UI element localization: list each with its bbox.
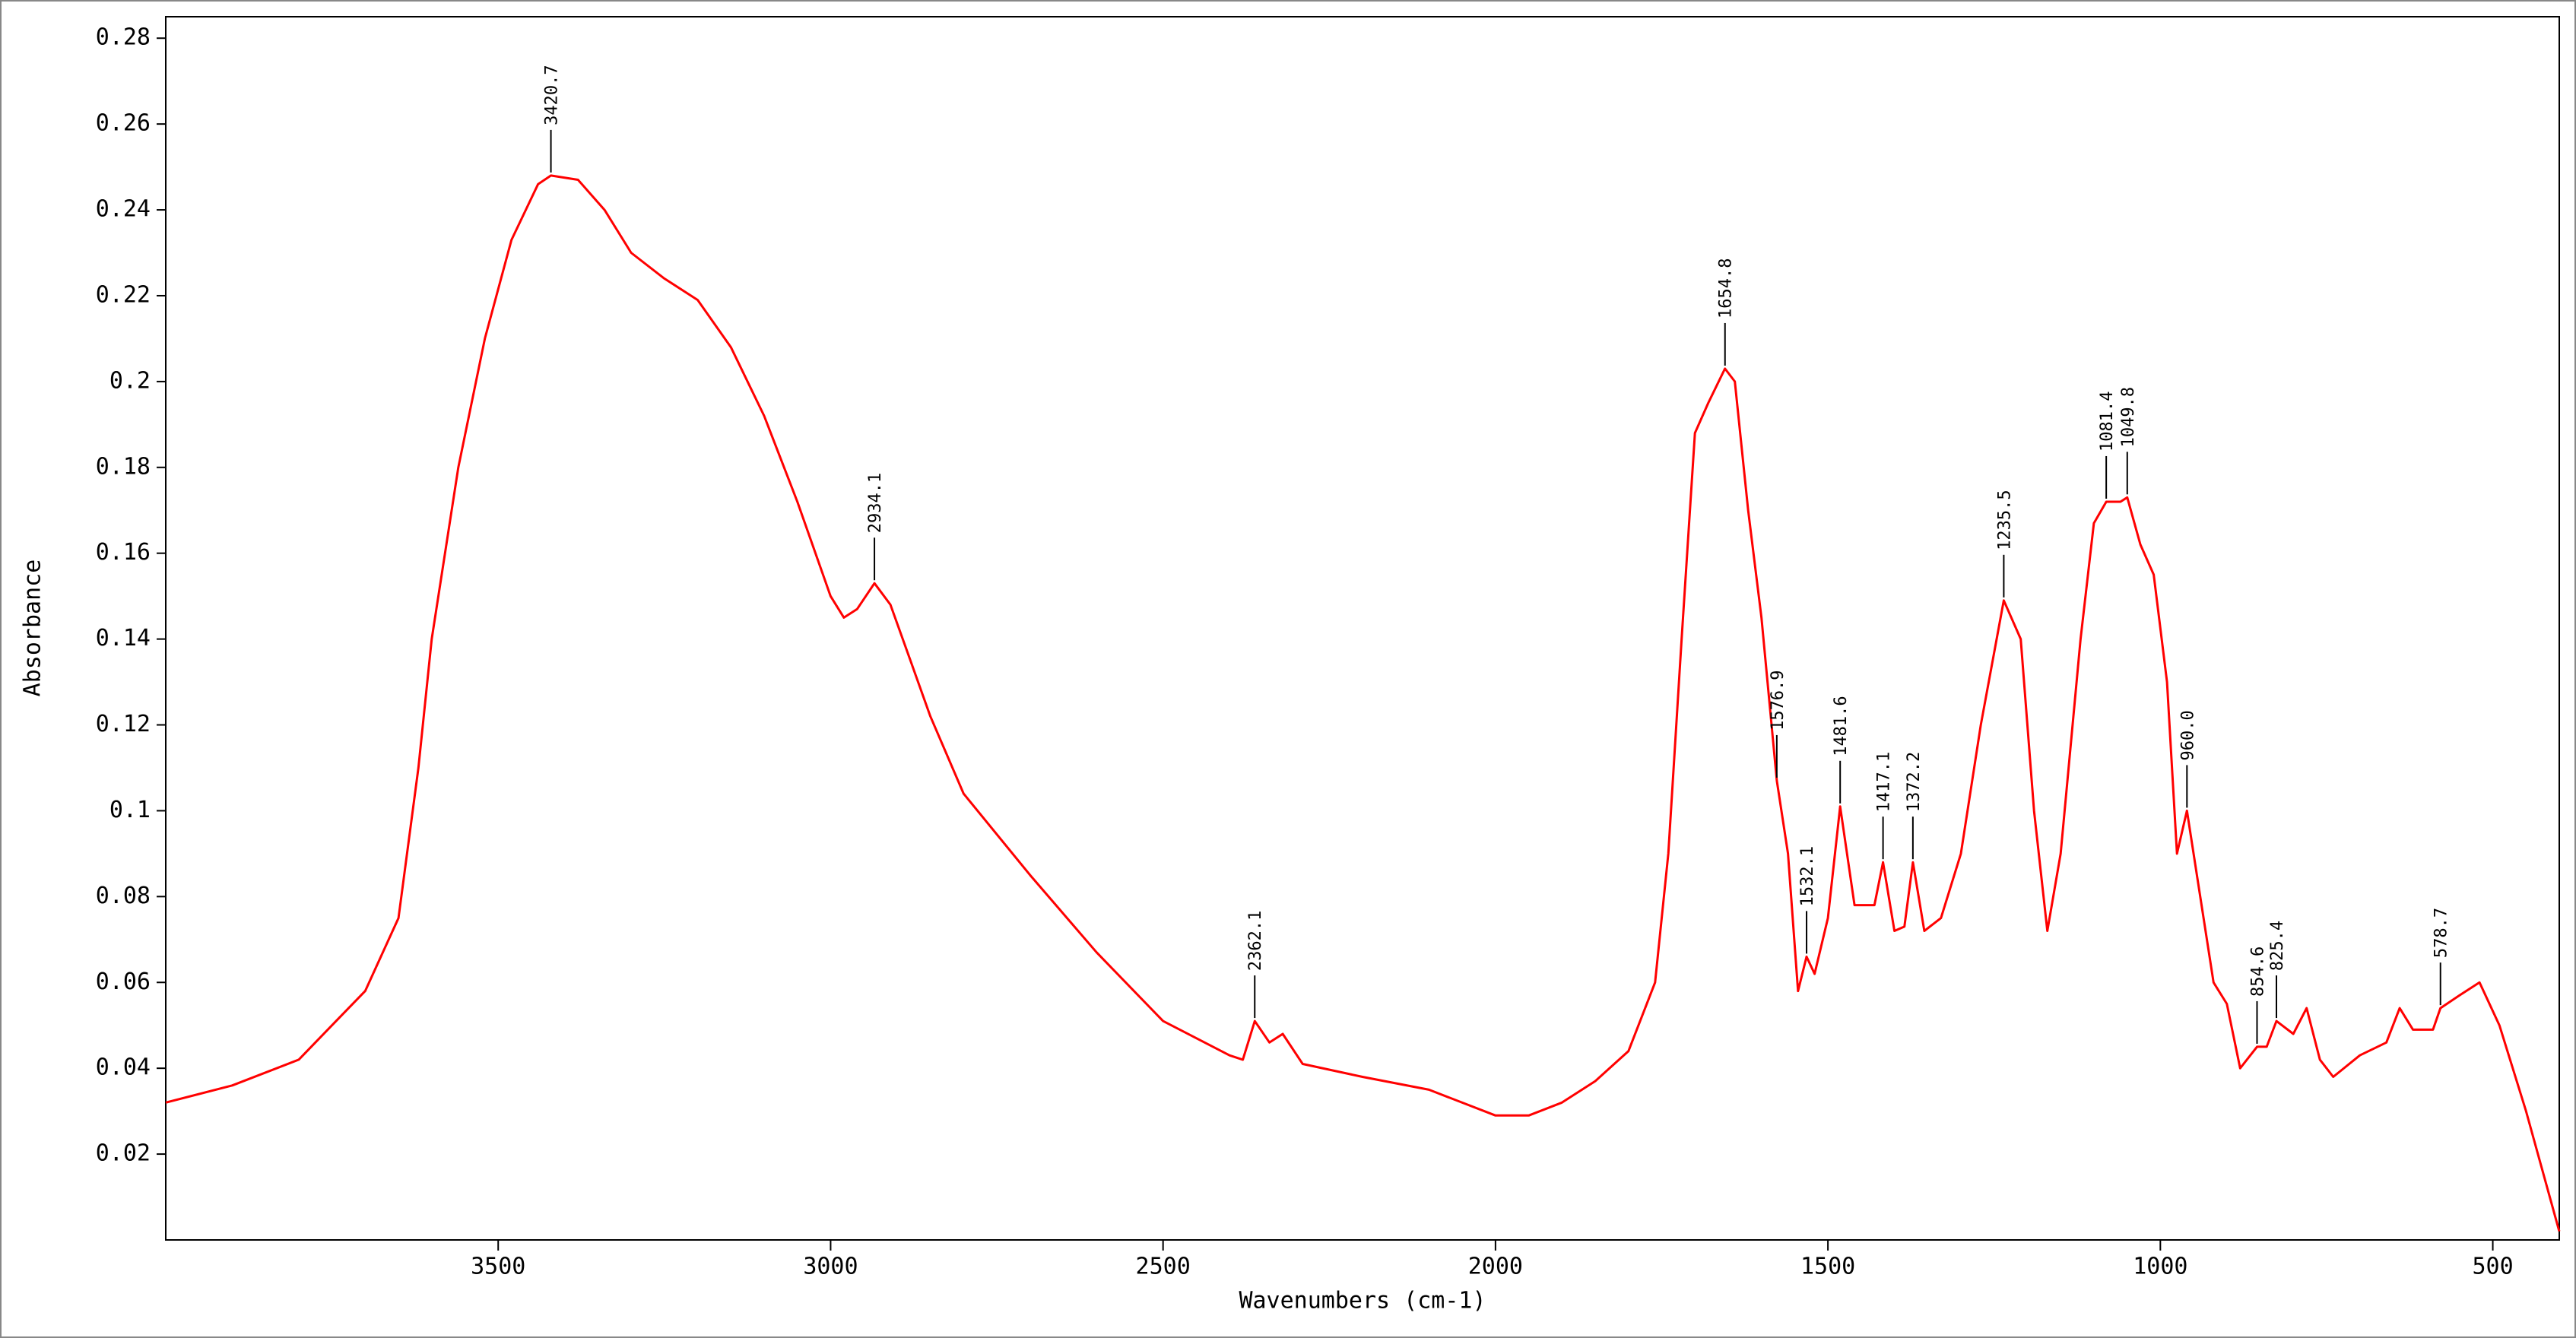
y-tick-label: 0.28 xyxy=(96,24,151,51)
y-tick-label: 0.14 xyxy=(96,625,151,652)
y-tick-label: 0.1 xyxy=(109,797,151,823)
y-tick-label: 0.16 xyxy=(96,539,151,566)
y-tick-label: 0.24 xyxy=(96,196,151,223)
peak-label: 1532.1 xyxy=(1798,846,1817,906)
peak-label: 1235.5 xyxy=(1995,490,2014,550)
y-tick-label: 0.12 xyxy=(96,711,151,737)
y-axis-title: Absorbance xyxy=(20,560,46,697)
x-tick-label: 2500 xyxy=(1136,1254,1191,1280)
peak-label: 1576.9 xyxy=(1769,670,1788,730)
x-tick-label: 3500 xyxy=(471,1254,525,1280)
y-tick-label: 0.04 xyxy=(96,1054,151,1081)
spectrum-line xyxy=(165,174,2561,1232)
peak-label: 1372.2 xyxy=(1905,752,1924,812)
x-tick-label: 2000 xyxy=(1468,1254,1523,1280)
peak-label: 825.4 xyxy=(2268,921,2287,971)
y-tick-label: 0.22 xyxy=(96,281,151,308)
y-tick-label: 0.18 xyxy=(96,453,151,480)
x-tick-label: 1000 xyxy=(2133,1254,2187,1280)
y-tick-label: 0.02 xyxy=(96,1140,151,1167)
peak-label: 854.6 xyxy=(2248,946,2267,997)
peak-label: 2362.1 xyxy=(1246,911,1265,971)
x-axis-title: Wavenumbers (cm-1) xyxy=(1239,1288,1486,1314)
peak-label: 3420.7 xyxy=(543,65,562,125)
x-tick-label: 3000 xyxy=(803,1254,858,1280)
peak-label: 578.7 xyxy=(2432,908,2451,958)
peak-label: 1481.6 xyxy=(1832,696,1851,756)
peak-label: 1417.1 xyxy=(1875,752,1894,812)
y-tick-label: 0.08 xyxy=(96,883,151,909)
y-tick-label: 0.26 xyxy=(96,110,151,137)
x-tick-label: 1500 xyxy=(1800,1254,1855,1280)
peak-label: 960.0 xyxy=(2178,710,2197,760)
peak-label: 1081.4 xyxy=(2098,391,2117,451)
peak-label: 1654.8 xyxy=(1717,258,1736,318)
plot-area xyxy=(165,16,2560,1241)
peak-label: 1049.8 xyxy=(2119,387,2138,447)
y-tick-label: 0.06 xyxy=(96,969,151,995)
y-tick-label: 0.2 xyxy=(109,367,151,394)
peak-label: 2934.1 xyxy=(866,473,885,533)
x-tick-label: 500 xyxy=(2472,1254,2513,1280)
